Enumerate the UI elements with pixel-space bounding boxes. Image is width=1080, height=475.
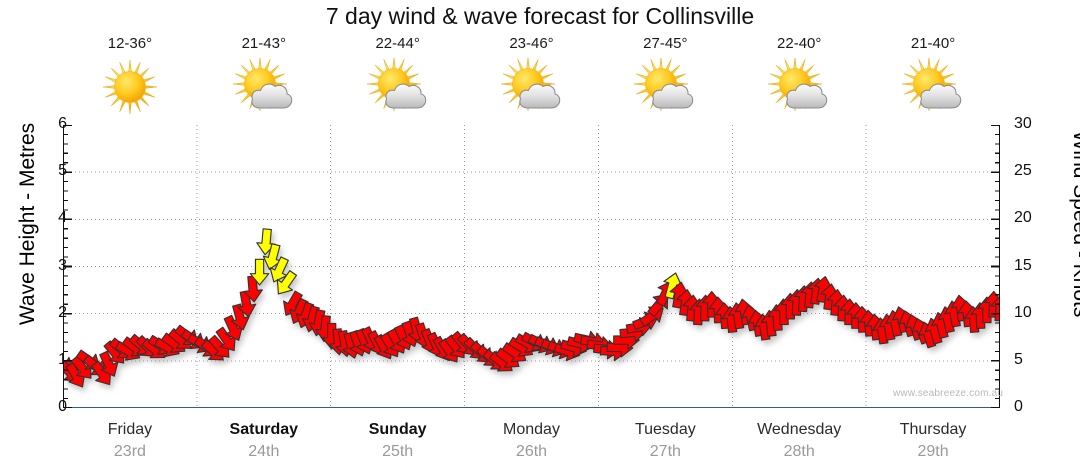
day-name: Tuesday — [634, 421, 696, 438]
day-label-monday: Monday 26th — [464, 419, 599, 463]
right-tick-25: 25 — [1014, 162, 1032, 180]
plot-area — [63, 125, 1000, 408]
day-label-thursday: Thursday 29th — [866, 419, 1001, 463]
day-header-sunday: 22-44° — [330, 36, 465, 116]
right-tick-15: 15 — [1014, 256, 1032, 274]
day-label-friday: Friday 23rd — [62, 419, 197, 463]
temperature-range: 22-40° — [777, 35, 822, 52]
left-tick-5: 5 — [27, 163, 67, 179]
day-header-monday: 23-46° — [464, 36, 599, 116]
day-header-tuesday: 27-45° — [598, 36, 733, 116]
watermark: www.seabreeze.com.au — [893, 388, 1004, 399]
temperature-range: 22-44° — [375, 35, 420, 52]
left-tick-0: 0 — [27, 399, 67, 415]
sun-cloud-icon — [866, 58, 1001, 116]
left-tick-2: 2 — [27, 304, 67, 321]
day-label-tuesday: Tuesday 27th — [598, 419, 733, 463]
day-date: 24th — [248, 443, 280, 460]
sun-icon — [62, 58, 197, 116]
day-date: 27th — [649, 443, 681, 460]
left-tick-6: 6 — [58, 115, 67, 132]
right-axis-title: Wind Speed - Knots — [1069, 130, 1080, 318]
page-title: 7 day wind & wave forecast for Collinsvi… — [325, 3, 755, 29]
day-header-saturday: 21-43° — [196, 36, 331, 116]
day-name: Friday — [107, 421, 153, 438]
wind-arrow — [249, 258, 270, 286]
day-header-wednesday: 22-40° — [732, 36, 867, 116]
day-label-saturday: Saturday 24th — [196, 419, 331, 463]
day-name: Wednesday — [757, 421, 842, 438]
left-tick-1: 1 — [27, 351, 67, 368]
sun-cloud-icon — [330, 58, 465, 116]
wind-arrow — [276, 270, 298, 295]
temperature-range: 12-36° — [107, 35, 153, 52]
day-date: 25th — [382, 443, 414, 460]
right-tick-10: 10 — [1014, 303, 1032, 321]
temperature-range: 21-43° — [241, 35, 286, 52]
day-date: 26th — [515, 443, 548, 460]
day-label-sunday: Sunday 25th — [330, 419, 465, 463]
right-tick-0: 0 — [1014, 398, 1023, 415]
sun-cloud-icon — [598, 58, 733, 116]
right-tick-30: 30 — [1014, 115, 1032, 132]
day-header-thursday: 21-40° — [866, 36, 1001, 116]
day-label-wednesday: Wednesday 28th — [732, 419, 867, 463]
right-tick-5: 5 — [1014, 350, 1023, 368]
sun-cloud-icon — [732, 58, 867, 116]
wind-arrow — [99, 350, 119, 377]
day-header-friday: 12-36° — [62, 36, 197, 116]
sun-cloud-icon — [464, 58, 599, 116]
wind-arrow — [990, 294, 1000, 322]
temperature-range: 27-45° — [643, 35, 688, 52]
right-tick-20: 20 — [1014, 209, 1032, 227]
day-name: Thursday — [899, 421, 967, 438]
day-name: Sunday — [368, 421, 427, 438]
left-tick-4: 4 — [27, 210, 67, 226]
temperature-range: 21-40° — [910, 35, 956, 52]
left-tick-3: 3 — [27, 257, 67, 274]
day-name: Monday — [503, 421, 560, 438]
day-name: Saturday — [229, 421, 299, 438]
sun-cloud-icon — [196, 58, 331, 116]
day-date: 28th — [783, 443, 815, 460]
day-date: 23rd — [113, 443, 146, 460]
day-date: 29th — [917, 443, 949, 460]
temperature-range: 23-46° — [509, 35, 554, 52]
